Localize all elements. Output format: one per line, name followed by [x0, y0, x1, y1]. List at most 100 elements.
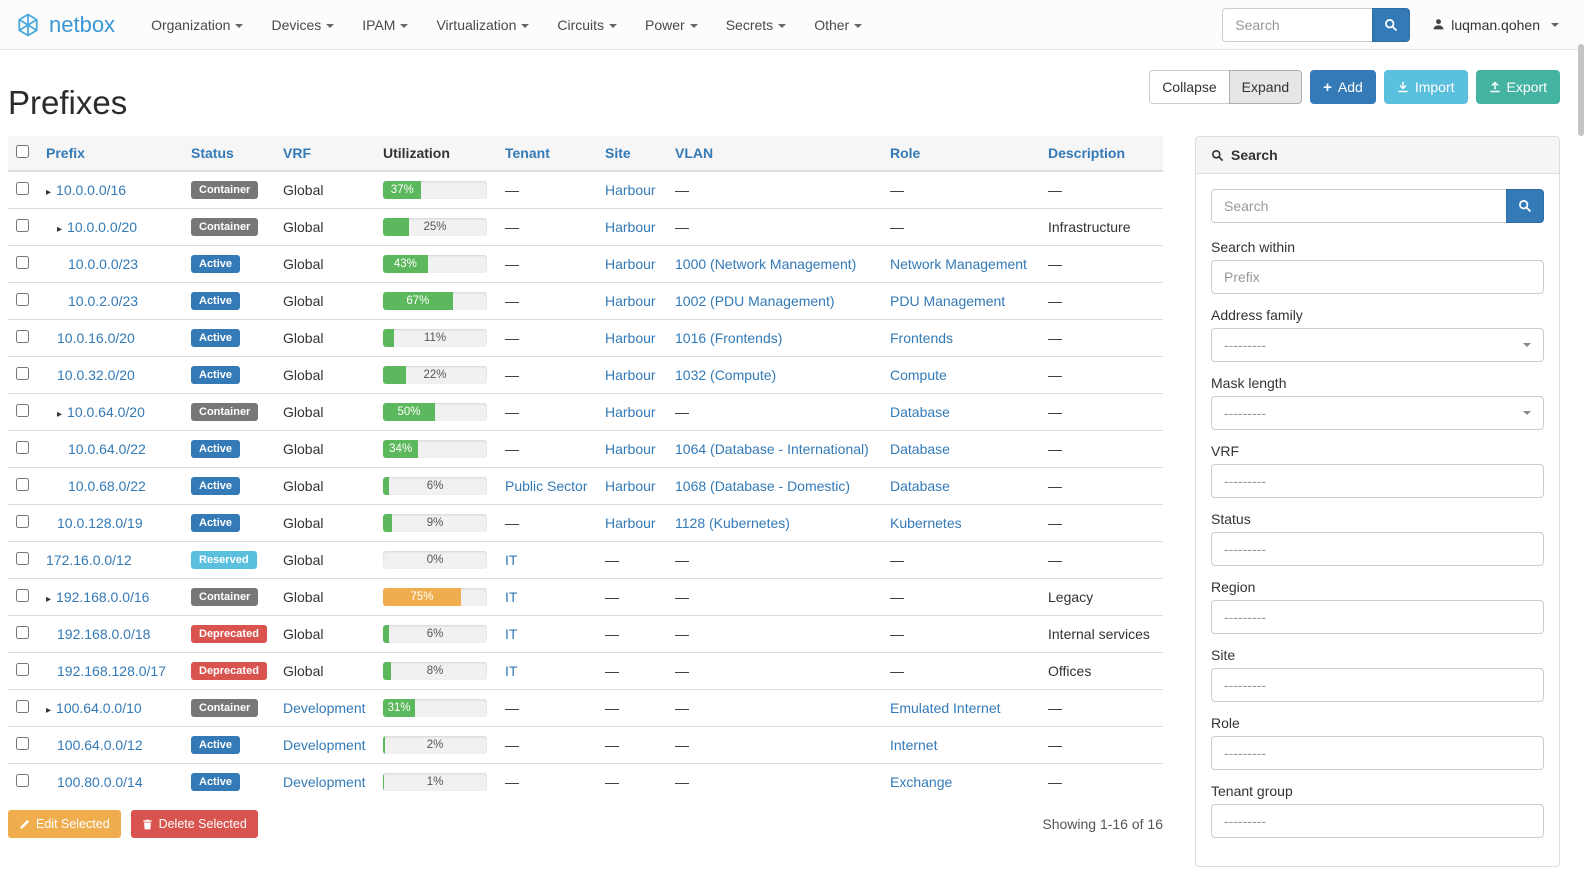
filter-input-status[interactable]	[1211, 532, 1544, 566]
column-header-status[interactable]: Status	[183, 136, 275, 172]
expand-arrow-icon[interactable]: ▸	[46, 186, 52, 198]
role-cell-link[interactable]: Network Management	[890, 255, 1027, 272]
sidebar-search-button[interactable]	[1506, 189, 1544, 223]
nav-item-circuits[interactable]: Circuits	[543, 1, 631, 49]
filter-input-region[interactable]	[1211, 600, 1544, 634]
filter-input-site[interactable]	[1211, 668, 1544, 702]
expand-arrow-icon[interactable]: ▸	[57, 223, 63, 235]
expand-arrow-icon[interactable]: ▸	[46, 704, 52, 716]
column-header-site[interactable]: Site	[597, 136, 667, 172]
row-checkbox[interactable]	[16, 292, 29, 306]
column-sort-link[interactable]: Prefix	[46, 145, 85, 161]
role-cell-link[interactable]: Internet	[890, 736, 938, 753]
site-cell-link[interactable]: Harbour	[605, 440, 656, 457]
prefix-link[interactable]: 192.168.128.0/17	[57, 662, 166, 679]
vlan-cell-link[interactable]: 1032 (Compute)	[675, 366, 777, 383]
row-checkbox[interactable]	[16, 514, 29, 528]
user-menu[interactable]: luqman.qohen	[1432, 17, 1559, 33]
site-cell-link[interactable]: Harbour	[605, 329, 656, 346]
delete-selected-button[interactable]: Delete Selected	[130, 810, 258, 838]
row-checkbox[interactable]	[16, 625, 29, 639]
filter-select-address-family[interactable]: ---------	[1211, 328, 1544, 362]
row-checkbox[interactable]	[16, 699, 29, 713]
prefix-link[interactable]: 100.80.0.0/14	[57, 773, 143, 790]
role-cell-link[interactable]: Database	[890, 440, 950, 457]
column-header-role[interactable]: Role	[882, 136, 1040, 172]
column-header-description[interactable]: Description	[1040, 136, 1163, 172]
prefix-link[interactable]: 10.0.68.0/22	[68, 477, 146, 494]
netbox-logo[interactable]: netbox	[14, 11, 115, 39]
role-cell-link[interactable]: Database	[890, 477, 950, 494]
select-all-checkbox[interactable]	[16, 145, 29, 158]
prefix-link[interactable]: 192.168.0.0/18	[57, 625, 151, 642]
column-sort-link[interactable]: Role	[890, 145, 921, 161]
column-header-vlan[interactable]: VLAN	[667, 136, 882, 172]
vlan-cell-link[interactable]: 1000 (Network Management)	[675, 255, 857, 272]
edit-selected-button[interactable]: Edit Selected	[8, 810, 121, 838]
site-cell-link[interactable]: Harbour	[605, 477, 656, 494]
column-header-prefix[interactable]: Prefix	[38, 136, 183, 172]
nav-item-ipam[interactable]: IPAM	[348, 1, 422, 49]
row-checkbox[interactable]	[16, 403, 29, 417]
role-cell-link[interactable]: Compute	[890, 366, 947, 383]
column-sort-link[interactable]: Site	[605, 145, 631, 161]
row-checkbox[interactable]	[16, 773, 29, 787]
vlan-cell-link[interactable]: 1064 (Database - International)	[675, 440, 869, 457]
filter-input-vrf[interactable]	[1211, 464, 1544, 498]
nav-item-secrets[interactable]: Secrets	[712, 1, 800, 49]
vrf-cell-link[interactable]: Development	[283, 736, 366, 753]
role-cell-link[interactable]: Database	[890, 403, 950, 420]
nav-item-power[interactable]: Power	[631, 1, 712, 49]
export-button[interactable]: Export	[1475, 70, 1560, 104]
prefix-link[interactable]: 172.16.0.0/12	[46, 551, 132, 568]
vlan-cell-link[interactable]: 1016 (Frontends)	[675, 329, 783, 346]
vlan-cell-link[interactable]: 1002 (PDU Management)	[675, 292, 835, 309]
column-header-vrf[interactable]: VRF	[275, 136, 375, 172]
vlan-cell-link[interactable]: 1068 (Database - Domestic)	[675, 477, 851, 494]
site-cell-link[interactable]: Harbour	[605, 366, 656, 383]
expand-arrow-icon[interactable]: ▸	[46, 593, 52, 605]
role-cell-link[interactable]: Exchange	[890, 773, 953, 790]
row-checkbox[interactable]	[16, 329, 29, 343]
prefix-link[interactable]: 192.168.0.0/16	[56, 588, 150, 605]
row-checkbox[interactable]	[16, 551, 29, 565]
site-cell-link[interactable]: Harbour	[605, 255, 656, 272]
nav-item-organization[interactable]: Organization	[137, 1, 257, 49]
role-cell-link[interactable]: PDU Management	[890, 292, 1006, 309]
global-search-button[interactable]	[1372, 7, 1411, 42]
expand-button[interactable]: Expand	[1228, 70, 1303, 104]
tenant-cell-link[interactable]: Public Sector	[505, 477, 588, 494]
site-cell-link[interactable]: Harbour	[605, 218, 656, 235]
prefix-link[interactable]: 10.0.0.0/23	[68, 255, 139, 272]
prefix-link[interactable]: 100.64.0.0/10	[56, 699, 142, 716]
prefix-link[interactable]: 10.0.0.0/16	[56, 181, 127, 198]
site-cell-link[interactable]: Harbour	[605, 403, 656, 420]
nav-item-devices[interactable]: Devices	[257, 1, 348, 49]
prefix-link[interactable]: 10.0.32.0/20	[57, 366, 135, 383]
column-header-tenant[interactable]: Tenant	[497, 136, 597, 172]
tenant-cell-link[interactable]: IT	[505, 625, 518, 642]
role-cell-link[interactable]: Emulated Internet	[890, 699, 1001, 716]
collapse-button[interactable]: Collapse	[1149, 70, 1230, 104]
role-cell-link[interactable]: Kubernetes	[890, 514, 962, 531]
prefix-link[interactable]: 10.0.64.0/20	[67, 403, 145, 420]
column-sort-link[interactable]: Tenant	[505, 145, 550, 161]
scrollbar-thumb[interactable]	[1578, 44, 1584, 136]
row-checkbox[interactable]	[16, 662, 29, 676]
row-checkbox[interactable]	[16, 366, 29, 380]
vrf-cell-link[interactable]: Development	[283, 773, 366, 790]
expand-arrow-icon[interactable]: ▸	[57, 408, 63, 420]
role-cell-link[interactable]: Frontends	[890, 329, 954, 346]
column-sort-link[interactable]: VLAN	[675, 145, 714, 161]
global-search-input[interactable]	[1222, 7, 1373, 42]
scrollbar[interactable]	[1577, 0, 1585, 872]
prefix-link[interactable]: 10.0.128.0/19	[57, 514, 143, 531]
tenant-cell-link[interactable]: IT	[505, 662, 518, 679]
nav-item-virtualization[interactable]: Virtualization	[422, 1, 543, 49]
nav-item-other[interactable]: Other	[800, 1, 876, 49]
prefix-link[interactable]: 10.0.16.0/20	[57, 329, 135, 346]
filter-input-search-within[interactable]	[1211, 260, 1544, 294]
prefix-link[interactable]: 10.0.2.0/23	[68, 292, 139, 309]
tenant-cell-link[interactable]: IT	[505, 588, 518, 605]
row-checkbox[interactable]	[16, 218, 29, 232]
